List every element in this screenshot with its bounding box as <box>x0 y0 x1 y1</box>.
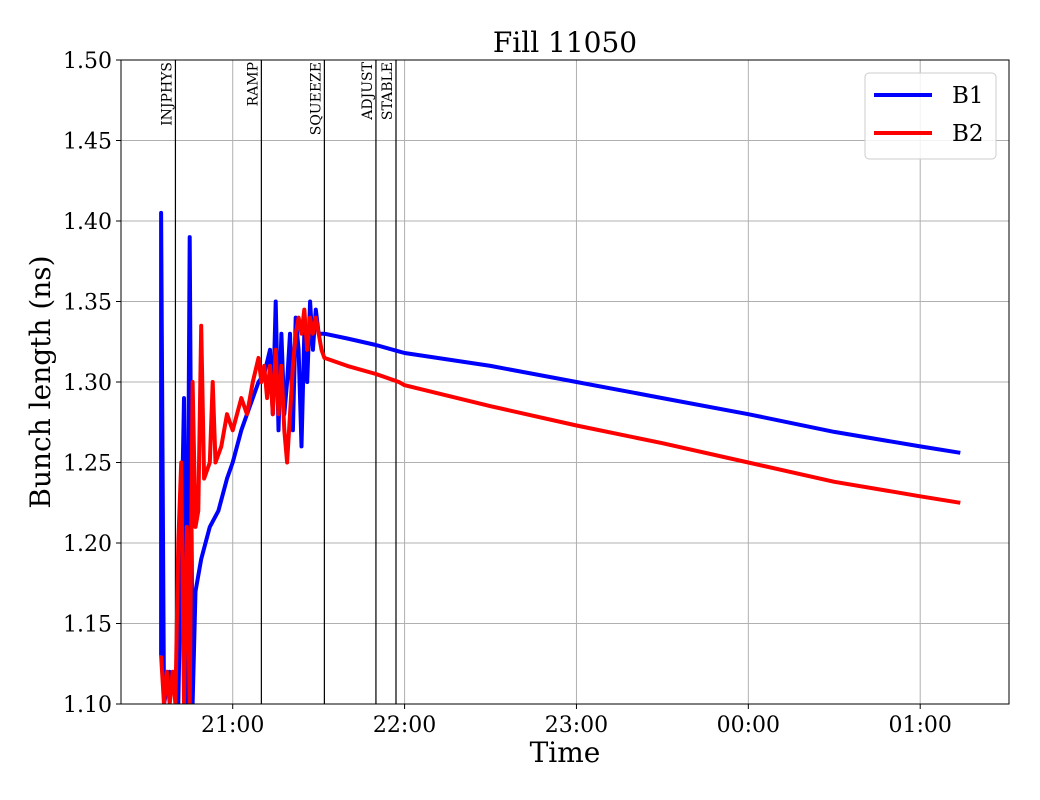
x-axis-title: Time <box>530 736 601 769</box>
chart-title: Fill 11050 <box>493 26 637 59</box>
y-tick-label: 1.45 <box>63 130 112 155</box>
y-tick-label: 1.15 <box>63 613 112 638</box>
y-tick-label: 1.35 <box>63 291 112 316</box>
x-tick-label: 22:00 <box>373 713 436 738</box>
mode-lines: INJPHYS RAMP SQUEEZE ADJUST STABLE <box>159 60 397 704</box>
y-axis: 1.10 1.15 1.20 1.25 1.30 1.35 1.40 1.45 1.50 <box>63 49 121 718</box>
x-tick-label: 00:00 <box>717 713 780 738</box>
series-line-b1 <box>159 210 961 704</box>
series-line-b2 <box>159 307 961 704</box>
y-tick-label: 1.10 <box>63 693 112 718</box>
x-tick-label: 01:00 <box>888 713 951 738</box>
x-tick-label: 21:00 <box>201 713 264 738</box>
mode-label-stable: STABLE <box>380 62 396 120</box>
grid <box>121 59 1009 705</box>
y-tick-label: 1.20 <box>63 532 112 557</box>
y-tick-label: 1.30 <box>63 371 112 396</box>
mode-label-adjust: ADJUST <box>360 61 376 120</box>
plot-area <box>159 210 961 704</box>
mode-label-injphys: INJPHYS <box>159 62 175 126</box>
y-tick-label: 1.40 <box>63 210 112 235</box>
y-axis-title: Bunch length (ns) <box>24 255 57 508</box>
x-axis: 21:00 22:00 23:00 00:00 01:00 <box>201 704 952 738</box>
legend-label-b2: B2 <box>952 121 984 147</box>
series-layer <box>159 210 961 704</box>
y-tick-label: 1.25 <box>63 452 112 477</box>
y-tick-label: 1.50 <box>63 49 112 74</box>
x-tick-label: 23:00 <box>545 713 608 738</box>
mode-label-squeeze: SQUEEZE <box>308 62 324 135</box>
legend-label-b1: B1 <box>952 83 984 109</box>
mode-label-ramp: RAMP <box>245 62 261 106</box>
